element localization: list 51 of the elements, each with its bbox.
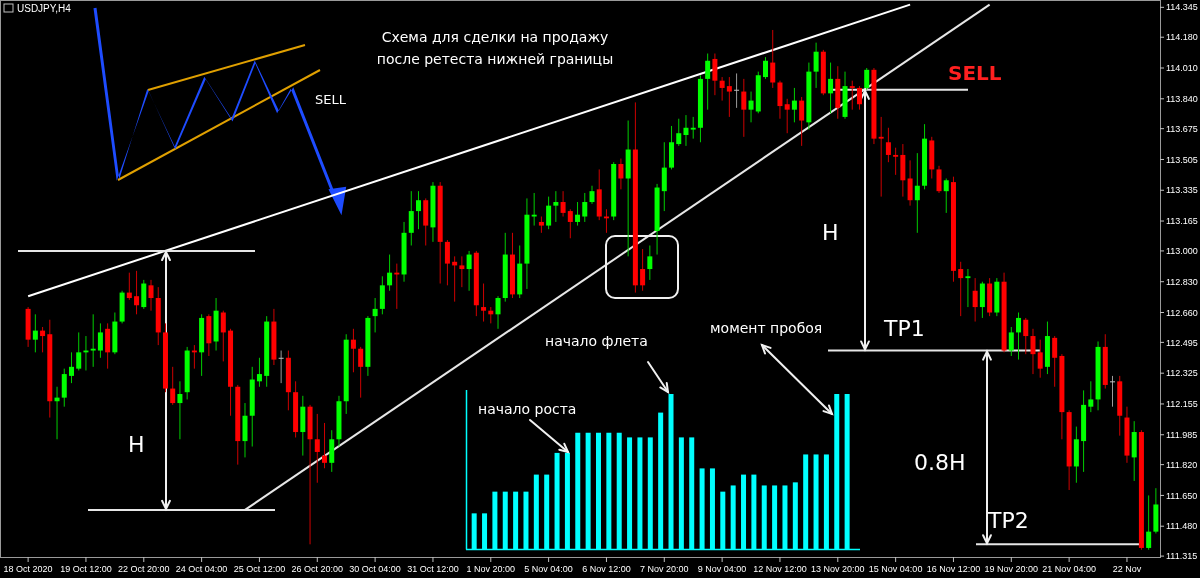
y-tick-label: 111.820 (1166, 459, 1198, 470)
x-tick-label: 15 Nov 04:00 (868, 564, 923, 574)
x-tick-label: 13 Nov 20:00 (811, 564, 865, 574)
annotation: 0.8H (914, 450, 966, 475)
x-tick-label: 30 Oct 04:00 (349, 564, 401, 574)
annotation: H (822, 220, 839, 245)
x-tick-label: 18 Oct 2020 (3, 564, 53, 574)
y-tick-label: 113.840 (1166, 93, 1198, 104)
x-tick-label: 22 Nov (1112, 564, 1142, 574)
y-tick-label: 112.495 (1166, 337, 1198, 348)
x-tick-label: 24 Oct 04:00 (175, 564, 228, 574)
y-tick-label: 113.675 (1166, 123, 1198, 134)
x-tick-label: 22 Oct 20:00 (118, 564, 170, 574)
y-tick-label: 112.155 (1166, 399, 1198, 410)
x-tick-label: 26 Oct 20:00 (291, 564, 344, 574)
x-tick-label: 12 Nov 12:00 (753, 564, 807, 574)
x-tick-label: 31 Oct 12:00 (407, 564, 459, 574)
y-tick-label: 114.345 (1166, 2, 1198, 13)
y-tick-label: 113.335 (1166, 185, 1198, 196)
annotation: H (128, 432, 145, 457)
x-tick-label: 19 Oct 12:00 (60, 564, 112, 574)
y-tick-label: 113.000 (1166, 246, 1198, 257)
annotation: Схема для сделки на продажу после ретеста нижней границы (376, 29, 614, 67)
x-tick-label: 5 Nov 04:00 (524, 564, 573, 574)
y-tick-label: 114.010 (1166, 63, 1198, 74)
y-tick-label: 111.480 (1166, 521, 1198, 532)
y-tick-label: 112.830 (1166, 276, 1198, 287)
x-tick-label: 9 Nov 04:00 (697, 564, 747, 574)
x-tick-label: 21 Nov 04:00 (1042, 564, 1096, 574)
x-tick-label: 1 Nov 20:00 (466, 564, 516, 574)
x-tick-label: 7 Nov 20:00 (640, 564, 689, 574)
annotation: начало роста (478, 401, 577, 417)
y-tick-label: 111.985 (1166, 429, 1198, 440)
annotation: момент пробоя (710, 320, 823, 336)
annotation: SELL (315, 92, 347, 107)
ref-line-label: SELL (948, 61, 1002, 85)
x-tick-label: 19 Nov 20:00 (984, 564, 1039, 574)
ref-line-label: TP2 (987, 508, 1029, 533)
y-tick-label: 111.650 (1166, 490, 1198, 501)
y-tick-label: 112.660 (1166, 307, 1198, 318)
ref-line-label: TP1 (883, 316, 925, 341)
y-tick-label: 112.325 (1166, 368, 1198, 379)
y-tick-label: 113.165 (1166, 216, 1198, 227)
y-tick-label: 111.315 (1166, 551, 1198, 562)
x-tick-label: 6 Nov 12:00 (582, 564, 631, 574)
y-tick-label: 113.505 (1166, 154, 1198, 165)
x-tick-label: 16 Nov 12:00 (926, 564, 981, 574)
x-tick-label: 25 Oct 12:00 (233, 564, 286, 574)
annotation: начало флета (545, 333, 648, 349)
chart-title: USDJPY,H4 (17, 3, 72, 14)
y-tick-label: 114.180 (1166, 32, 1198, 43)
